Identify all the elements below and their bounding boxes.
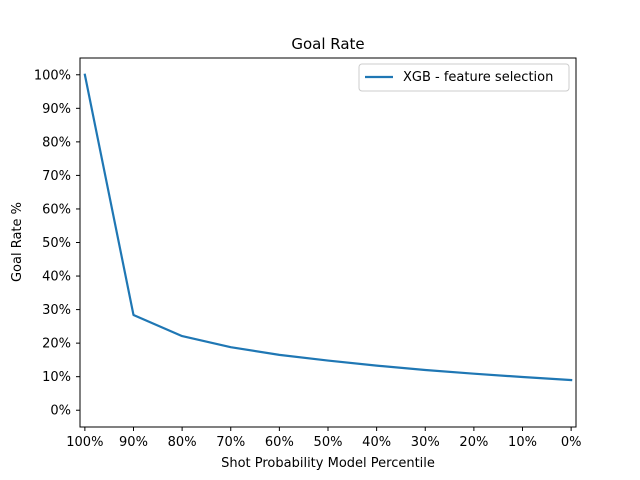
x-tick-label: 0% [561,435,582,450]
y-tick-label: 40% [42,270,71,285]
x-tick-label: 10% [508,435,537,450]
legend-box [358,63,570,92]
x-tick-label: 30% [411,435,440,450]
y-tick-label: 10% [42,370,71,385]
x-tick-label: 50% [314,435,343,450]
x-tick-label: 40% [362,435,391,450]
y-tick-label: 0% [50,404,71,419]
y-tick-label: 30% [42,303,71,318]
y-tick-label: 20% [42,337,71,352]
y-tick-label: 60% [42,202,71,217]
legend: XGB - feature selection [358,63,570,92]
series-line [83,73,573,382]
y-tick-label: 80% [42,135,71,150]
y-tick-label: 100% [34,68,71,83]
x-tick-label: 80% [168,435,197,450]
chart-title: Goal Rate [291,35,364,53]
y-axis-label: Goal Rate % [10,202,25,282]
y-tick-label: 50% [42,236,71,251]
x-tick-label: 100% [66,435,103,450]
y-tick-label: 70% [42,169,71,184]
x-axis-label: Shot Probability Model Percentile [221,456,435,471]
plot-frame [79,57,577,428]
x-tick-label: 70% [216,435,245,450]
y-tick-label: 90% [42,102,71,117]
x-tick-label: 60% [265,435,294,450]
y-axis: 0% 10% 20% 30% 40% 50% 60% 70% 80% 90% 100% [34,68,80,419]
legend-entry-label: XGB - feature selection [403,70,553,85]
x-axis: 100% 90% 80% 70% 60% 50% 40% 30% 20% 10% 0% [66,427,581,450]
x-tick-label: 90% [119,435,148,450]
x-tick-label: 20% [459,435,488,450]
plot-area [83,73,573,382]
